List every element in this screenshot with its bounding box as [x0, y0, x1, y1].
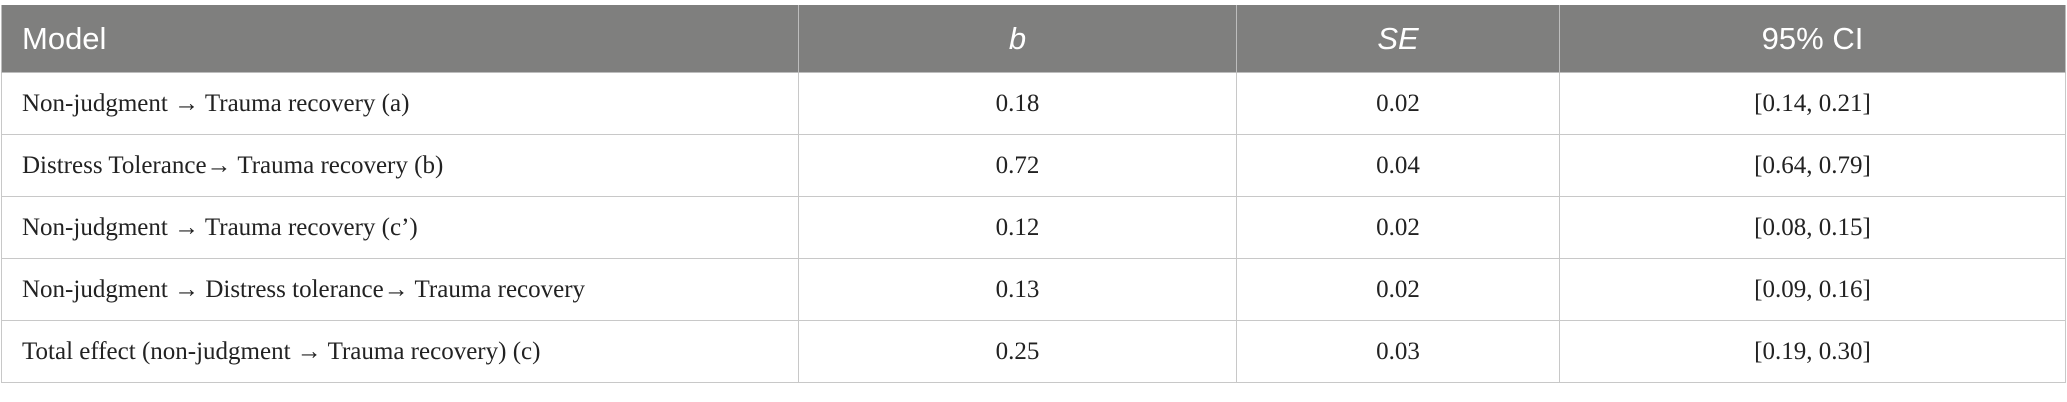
table-cell: 0.72: [798, 134, 1237, 197]
table-cell: Distress Tolerance→ Trauma recovery (b): [1, 134, 799, 197]
header-cell: SE: [1236, 5, 1560, 73]
header-cell: Model: [1, 5, 799, 73]
table-cell: Total effect (non-judgment → Trauma reco…: [1, 320, 799, 383]
table-cell: 0.12: [798, 196, 1237, 259]
table-row: Non-judgment → Trauma recovery (c’) 0.12 0…: [1, 196, 2066, 259]
table-cell: 0.04: [1236, 134, 1560, 197]
table-cell: Non-judgment → Trauma recovery (c’): [1, 196, 799, 259]
table-cell: 0.13: [798, 258, 1237, 321]
table-row: Distress Tolerance→ Trauma recovery (b) 0…: [1, 134, 2066, 197]
table-cell: 0.02: [1236, 258, 1560, 321]
table-cell: Non-judgment → Distress tolerance→ Traum…: [1, 258, 799, 321]
table-cell: 0.02: [1236, 72, 1560, 135]
results-table: Model b SE 95% CI Non-judgment → Trauma rec…: [1, 5, 2066, 383]
table-row: Non-judgment → Distress tolerance→ Traum…: [1, 258, 2066, 321]
table-cell: [0.14, 0.21]: [1559, 72, 2066, 135]
table-row: Total effect (non-judgment → Trauma reco…: [1, 320, 2066, 383]
table-row: Non-judgment → Trauma recovery (a) 0.18 0.…: [1, 72, 2066, 135]
table-cell: Non-judgment → Trauma recovery (a): [1, 72, 799, 135]
table-cell: 0.25: [798, 320, 1237, 383]
table-cell: 0.02: [1236, 196, 1560, 259]
header-cell: 95% CI: [1559, 5, 2066, 73]
table-cell: [0.19, 0.30]: [1559, 320, 2066, 383]
header-row: Model b SE 95% CI: [1, 5, 2066, 73]
table-body: Non-judgment → Trauma recovery (a) 0.18 0.…: [1, 72, 2066, 383]
table-cell: [0.08, 0.15]: [1559, 196, 2066, 259]
header-cell: b: [798, 5, 1237, 73]
table-cell: [0.09, 0.16]: [1559, 258, 2066, 321]
table-cell: [0.64, 0.79]: [1559, 134, 2066, 197]
table-cell: 0.03: [1236, 320, 1560, 383]
table-cell: 0.18: [798, 72, 1237, 135]
